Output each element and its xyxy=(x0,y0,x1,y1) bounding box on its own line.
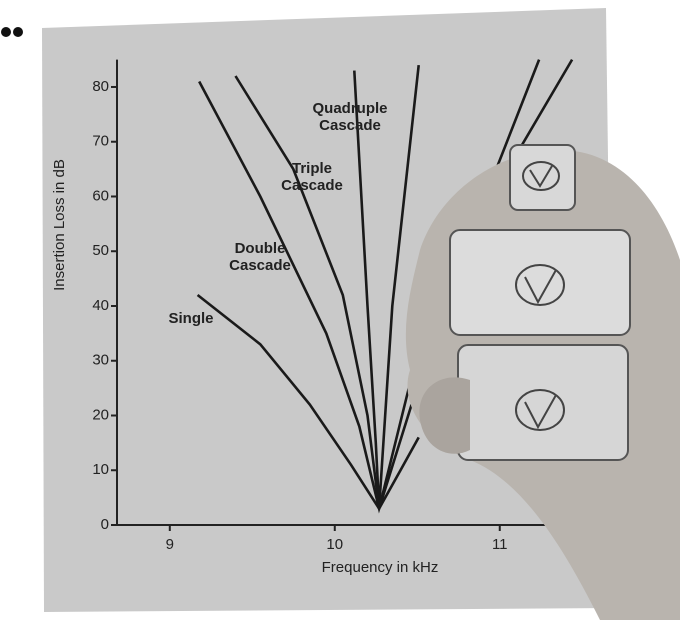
y-tick-label: 40 xyxy=(92,297,109,314)
finger xyxy=(419,377,470,454)
y-tick-label: 10 xyxy=(92,461,109,478)
x-axis-label: Frequency in kHz xyxy=(322,559,439,576)
y-tick-label: 0 xyxy=(101,516,109,533)
series-line xyxy=(196,293,420,512)
y-tick-label: 30 xyxy=(92,352,109,369)
series-label: Triple Cascade xyxy=(281,160,343,194)
hand xyxy=(405,144,680,620)
series-line xyxy=(353,64,420,509)
y-tick-label: 80 xyxy=(92,78,109,95)
y-tick-label: 20 xyxy=(92,406,109,423)
series-label: Single xyxy=(168,310,214,327)
y-tick-label: 50 xyxy=(92,242,109,259)
y-tick-label: 60 xyxy=(92,187,109,204)
x-tick-label: 9 xyxy=(166,536,174,553)
x-tick-label: 11 xyxy=(492,536,508,553)
series-label: Double Cascade xyxy=(229,240,291,274)
dot xyxy=(13,27,23,37)
dot xyxy=(1,27,11,37)
filter-box xyxy=(449,229,631,336)
y-tick-label: 70 xyxy=(92,133,109,150)
y-axis-label: Insertion Loss in dB xyxy=(51,159,68,291)
series-label: Quadruple Cascade xyxy=(312,100,388,134)
filter-box xyxy=(509,144,576,211)
x-tick-label: 10 xyxy=(326,536,343,553)
filter-box xyxy=(457,344,629,461)
